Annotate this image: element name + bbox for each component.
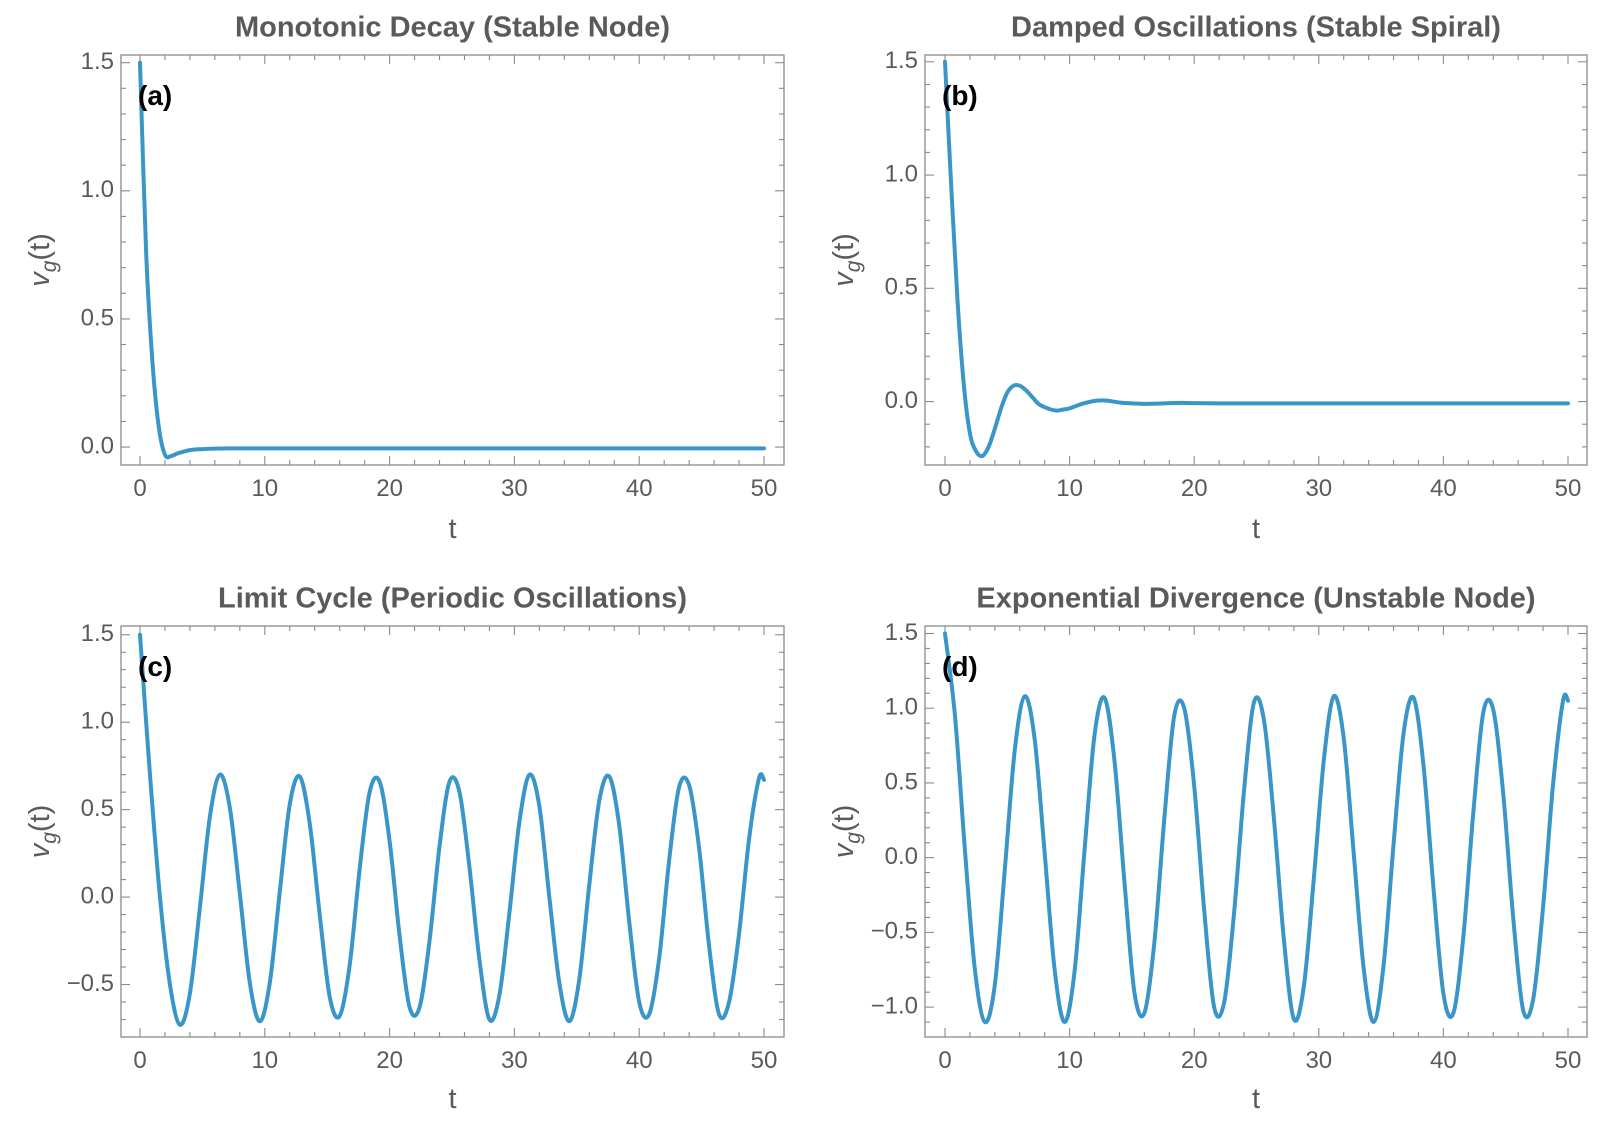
x-tick-label: 10 [1056,475,1083,502]
y-tick-label: 0.5 [885,768,918,795]
x-tick-label: 20 [1181,475,1208,502]
x-tick-label: 10 [251,475,278,502]
x-axis-label: t [448,513,456,545]
panel-label: (b) [942,80,978,111]
panel-label: (a) [138,80,172,111]
y-tick-label: 0.5 [885,274,918,301]
y-tick-label: 0.5 [81,795,114,822]
x-tick-label: 50 [751,475,778,502]
y-tick-label: 1.5 [81,48,114,75]
panel-c: Limit Cycle (Periodic Oscillations) 0 10 20… [24,583,785,1115]
x-tick-label: 50 [1555,475,1582,502]
y-tick-label: −0.5 [67,970,114,997]
x-tick-label: 50 [751,1047,778,1074]
y-tick-label: −1.0 [871,992,918,1019]
x-tick-label: 30 [501,475,528,502]
y-tick-label: 1.0 [81,176,114,203]
x-tick-label: 30 [1305,1047,1332,1074]
x-tick-label: 20 [376,475,403,502]
x-tick-label: 40 [1430,475,1457,502]
y-tick-label: 0.0 [81,882,114,909]
y-tick-label: 0.5 [81,304,114,331]
y-tick-label: 1.5 [885,619,918,646]
chart-title: Limit Cycle (Periodic Oscillations) [218,583,687,615]
y-tick-label: −0.5 [871,918,918,945]
x-tick-label: 20 [376,1047,403,1074]
x-axis-label: t [1252,513,1260,545]
series-line [138,60,766,460]
y-tick-label: 1.0 [81,708,114,735]
series-line [943,631,1570,1025]
chart-title: Exponential Divergence (Unstable Node) [976,583,1535,615]
y-tick-label: 0.0 [81,432,114,459]
y-tick-label: 1.5 [885,47,918,74]
y-tick-label: 0.0 [885,387,918,414]
x-tick-label: 10 [251,1047,278,1074]
x-tick-label: 0 [938,1047,951,1074]
panel-a: Monotonic Decay (Stable Node) 0 10 20 30 40 50… [24,12,785,545]
y-axis-label: vg(t) [828,805,865,859]
x-tick-label: 40 [626,475,653,502]
x-tick-label: 10 [1056,1047,1083,1074]
chart-title: Damped Oscillations (Stable Spiral) [1011,12,1501,44]
y-tick-label: 1.5 [81,620,114,647]
x-tick-label: 0 [133,1047,146,1074]
x-tick-label: 0 [938,475,951,502]
x-tick-label: 50 [1555,1047,1582,1074]
series-line [943,59,1570,459]
plot-frame [120,54,785,466]
x-tick-label: 0 [133,475,146,502]
y-tick-label: 1.0 [885,160,918,187]
y-tick-label: 0.0 [885,843,918,870]
x-tick-label: 20 [1181,1047,1208,1074]
series-line [138,632,766,1027]
panel-d: Exponential Divergence (Unstable Node) 0 1… [828,583,1588,1115]
x-tick-label: 30 [501,1047,528,1074]
plot-frame [924,625,1588,1038]
panel-b: Damped Oscillations (Stable Spiral) 0 10 20… [828,12,1588,545]
panel-label: (c) [138,651,172,682]
y-tick-label: 1.0 [885,694,918,721]
panel-label: (d) [942,651,978,682]
y-axis-label: vg(t) [24,233,61,287]
plot-frame [924,54,1588,466]
plot-frame [120,625,785,1038]
x-tick-label: 40 [626,1047,653,1074]
chart-title: Monotonic Decay (Stable Node) [235,12,670,44]
x-axis-label: t [1252,1083,1260,1115]
y-axis-label: vg(t) [828,233,865,287]
x-tick-label: 40 [1430,1047,1457,1074]
y-axis-label: vg(t) [24,805,61,859]
x-axis-label: t [448,1083,456,1115]
x-tick-label: 30 [1305,475,1332,502]
